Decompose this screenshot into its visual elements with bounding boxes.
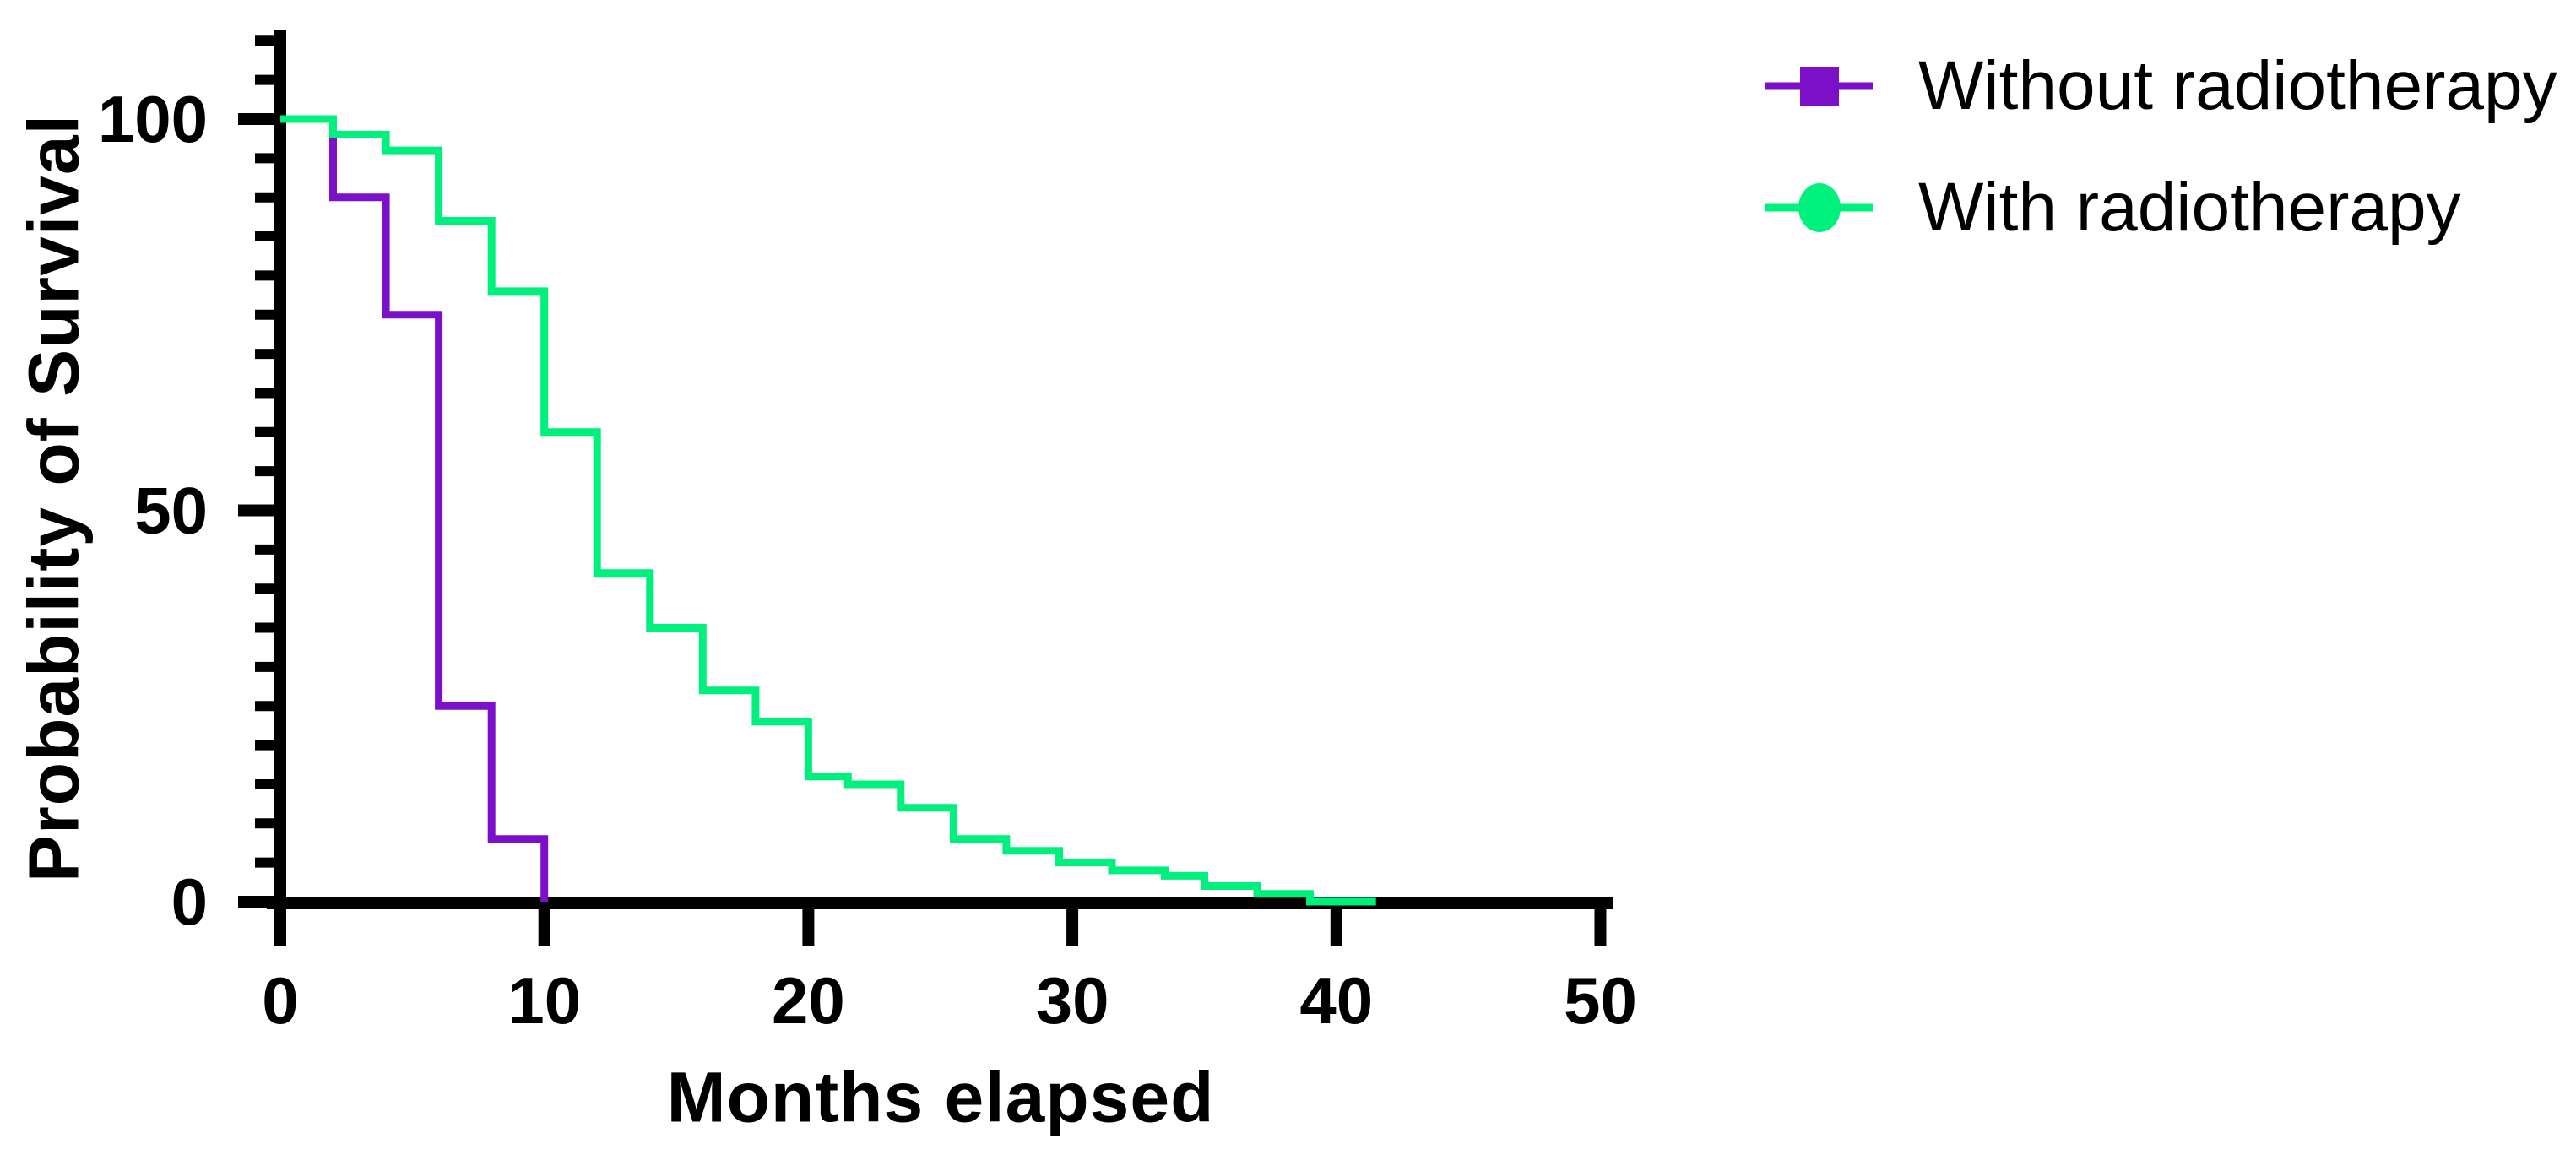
x-axis-tick-label: 0 xyxy=(262,963,298,1038)
legend-label-without-radiotherapy: Without radiotherapy xyxy=(1918,47,2557,124)
series-path-without-radiotherapy xyxy=(280,115,549,902)
x-axis-tick-label: 10 xyxy=(507,963,581,1038)
y-axis-title: Probability of Survival xyxy=(14,114,94,882)
y-axis-tick-label: 50 xyxy=(134,474,208,548)
x-axis-tick-label: 50 xyxy=(1564,963,1637,1038)
x-axis-tick-label: 40 xyxy=(1299,963,1373,1038)
square-marker-icon xyxy=(1765,67,1873,106)
circle-marker-icon xyxy=(1765,183,1873,232)
legend-item-with-radiotherapy: With radiotherapy xyxy=(1763,165,2557,250)
x-axis-tick-label: 30 xyxy=(1036,963,1109,1038)
x-axis-tick-label: 20 xyxy=(772,963,845,1038)
legend: Without radiotherapy With radiotherapy xyxy=(1763,44,2557,250)
series-path-with-radiotherapy xyxy=(280,115,1376,906)
y-axis-tick-label: 0 xyxy=(171,865,208,939)
y-axis-tick-label: 100 xyxy=(98,82,208,156)
legend-label-with-radiotherapy: With radiotherapy xyxy=(1918,169,2461,246)
legend-item-without-radiotherapy: Without radiotherapy xyxy=(1763,44,2557,128)
x-axis-title: Months elapsed xyxy=(666,1057,1215,1137)
